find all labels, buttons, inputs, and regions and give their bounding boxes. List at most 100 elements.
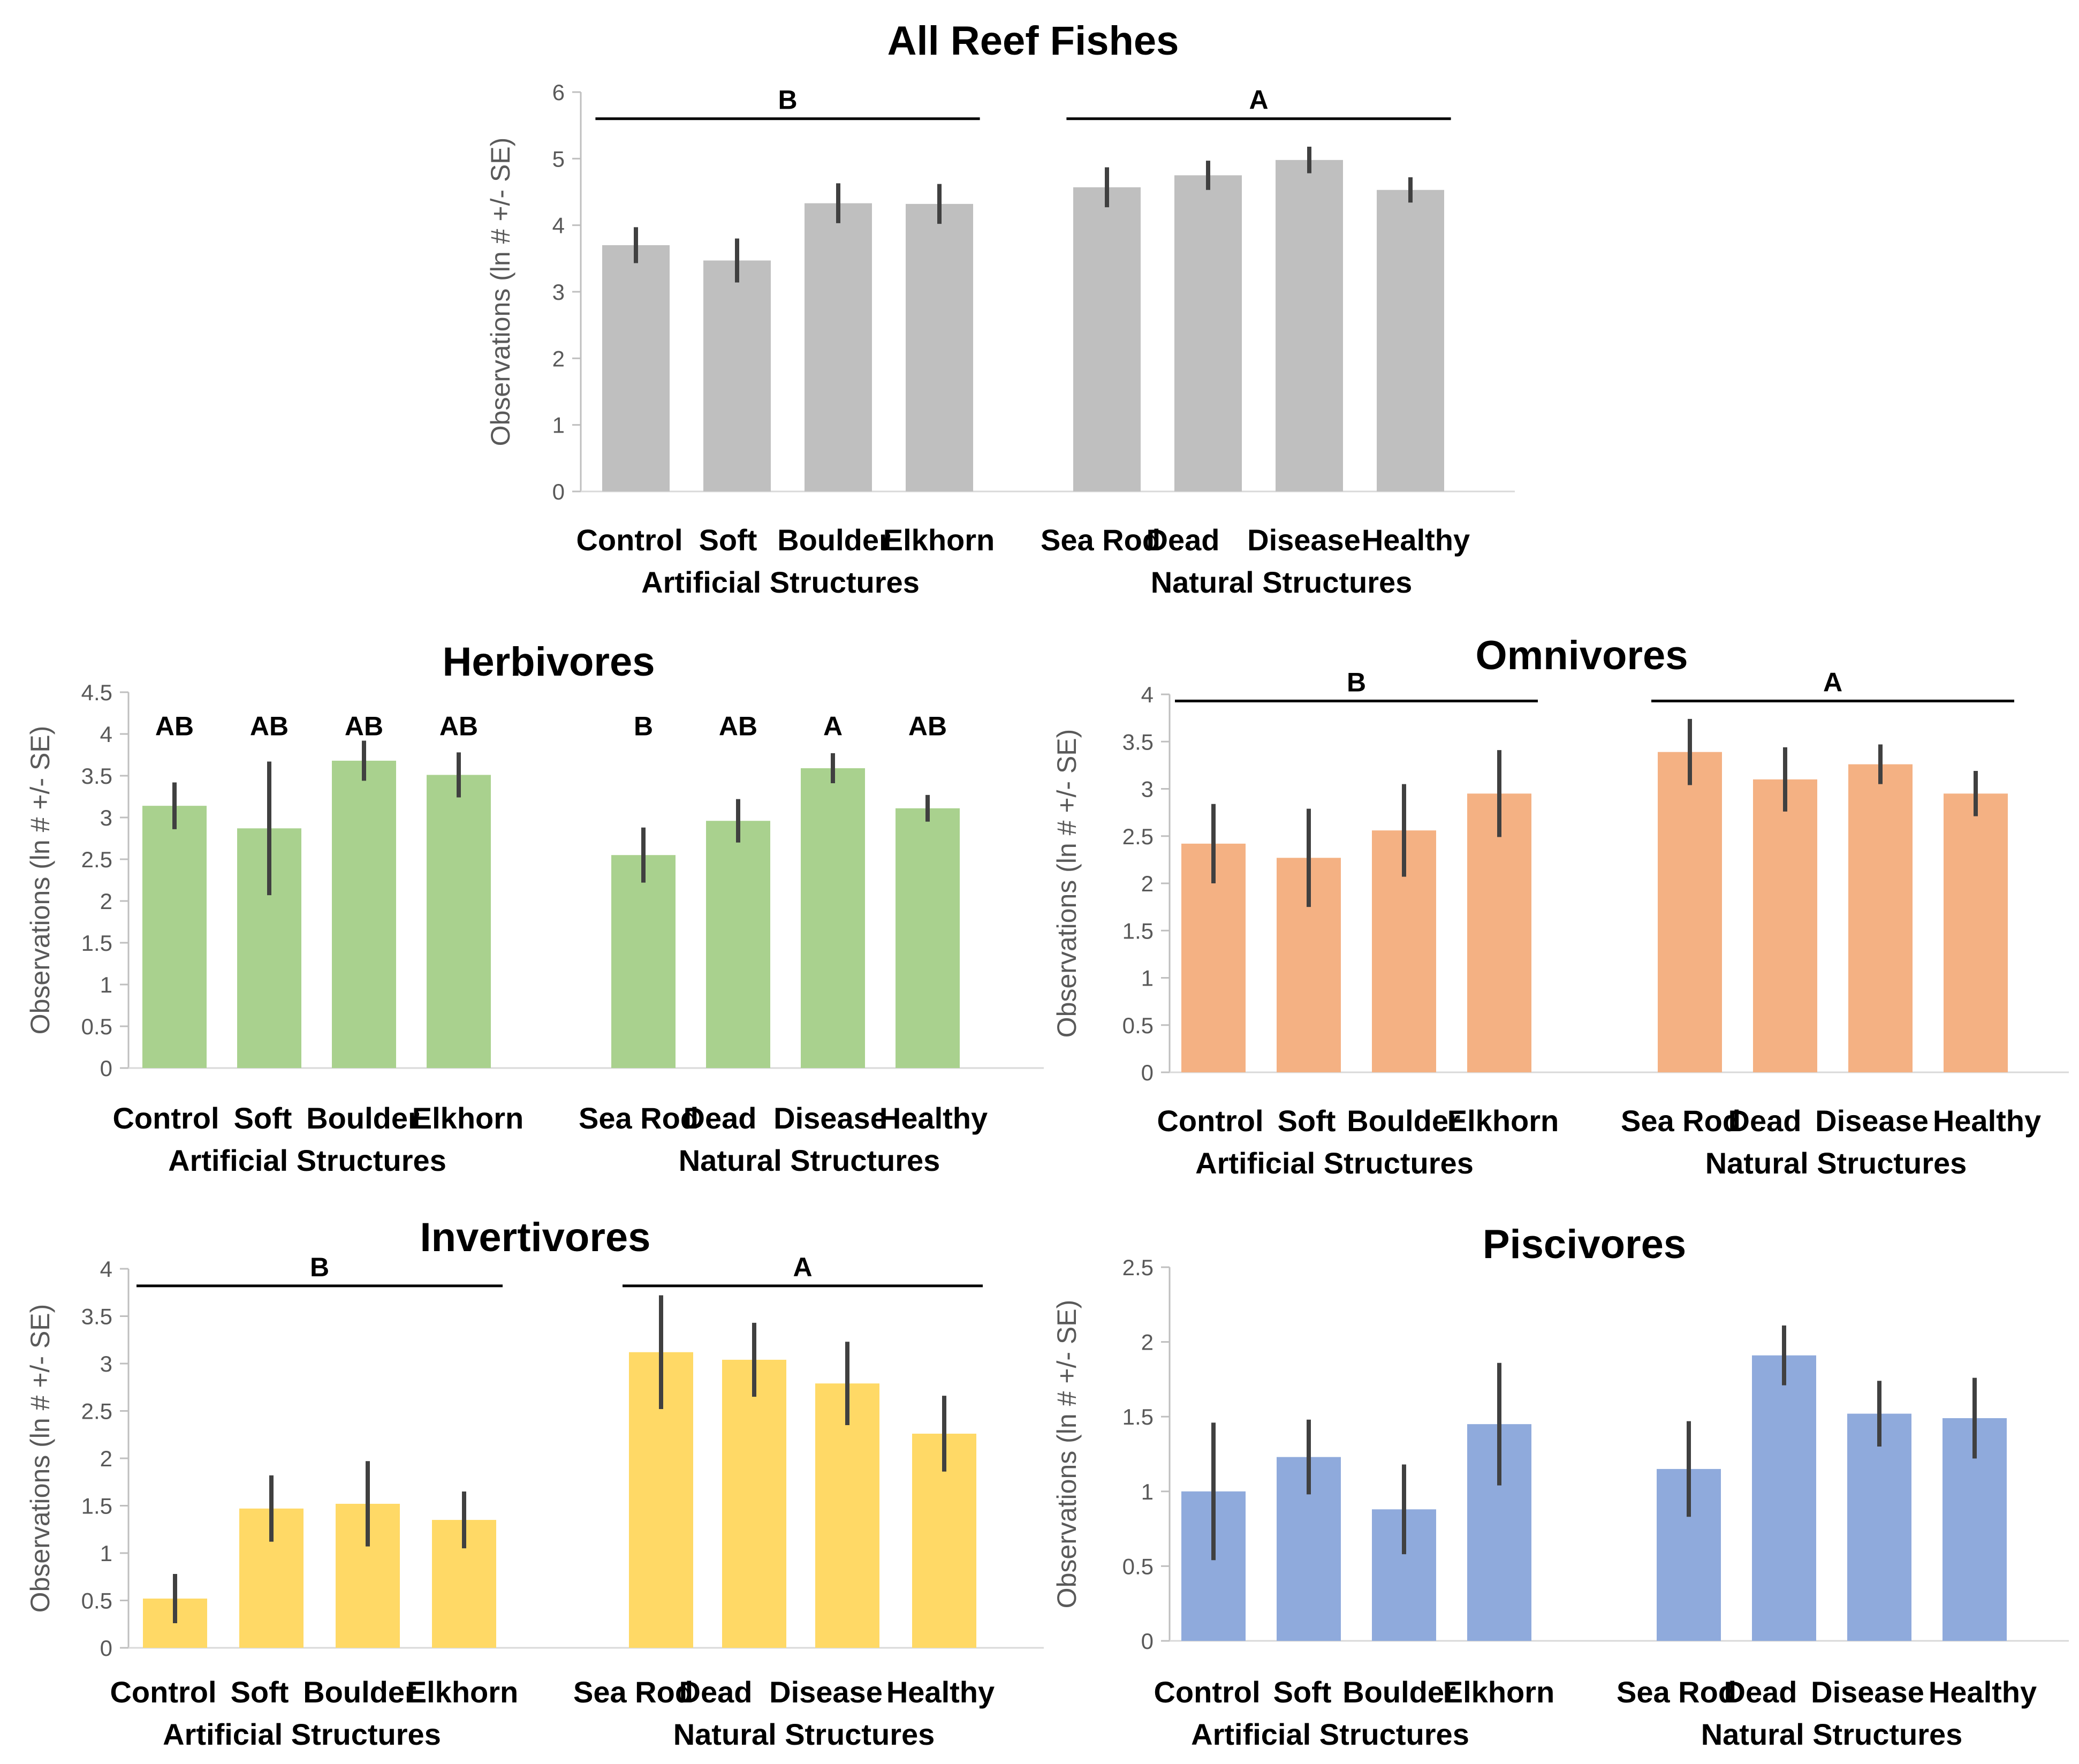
x-category-label: Healthy (886, 1675, 995, 1709)
bar-disease (1848, 764, 1913, 1072)
y-tick-label: 3.5 (81, 1304, 112, 1329)
x-category-label: Dead (679, 1675, 753, 1709)
y-tick-label: 2 (1141, 871, 1154, 896)
bar-sea-rod (611, 855, 676, 1068)
y-tick-label: 6 (552, 80, 565, 105)
x-category-label: Elkhorn (412, 1101, 523, 1135)
bar-healthy (1377, 190, 1444, 491)
y-tick-label: 1.5 (1122, 918, 1154, 943)
y-tick-label: 3 (552, 279, 565, 305)
y-tick-label: 2 (100, 1446, 112, 1471)
x-category-label: Elkhorn (407, 1675, 518, 1709)
chart-title: Invertivores (420, 1215, 651, 1260)
x-category-label: Elkhorn (883, 523, 995, 557)
y-axis-label: Observations (ln # +/- SE) (1052, 1300, 1082, 1609)
bar-healthy (1944, 793, 2008, 1072)
x-category-label: Boulder (303, 1675, 416, 1709)
bar-boulder (805, 203, 872, 491)
y-tick-label: 2 (552, 346, 565, 371)
x-category-label: Healthy (1362, 523, 1470, 557)
significance-letter: A (793, 1252, 812, 1282)
y-tick-label: 4 (100, 1256, 112, 1282)
bar-elkhorn (1467, 793, 1531, 1072)
y-tick-label: 1.5 (1122, 1404, 1154, 1429)
bar-healthy (896, 808, 960, 1068)
y-tick-label: 1 (100, 1541, 112, 1566)
x-group-label: Artificial Structures (1195, 1146, 1474, 1180)
x-category-label: Dead (1147, 523, 1220, 557)
y-tick-label: 0.5 (81, 1014, 112, 1039)
y-axis-label: Observations (ln # +/- SE) (485, 138, 515, 446)
x-category-label: Disease (769, 1675, 883, 1709)
significance-letter: A (823, 711, 843, 741)
significance-letter: AB (155, 711, 194, 741)
y-tick-label: 2.5 (1122, 824, 1154, 849)
bar-disease (815, 1383, 879, 1648)
y-axis-label: Observations (ln # +/- SE) (1052, 729, 1082, 1038)
y-tick-label: 2 (1141, 1330, 1154, 1355)
y-tick-label: 3.5 (1122, 729, 1154, 754)
y-tick-label: 2.5 (1122, 1255, 1154, 1280)
x-category-label: Healthy (1933, 1104, 2041, 1138)
x-category-label: Boulder (1347, 1104, 1460, 1138)
x-group-label: Natural Structures (1151, 565, 1413, 599)
bar-disease (1847, 1413, 1911, 1641)
bar-sea-rod (1658, 752, 1722, 1072)
y-tick-label: 0 (1141, 1629, 1154, 1654)
bar-disease (801, 768, 865, 1068)
x-category-label: Boulder (306, 1101, 420, 1135)
bar-boulder (332, 760, 396, 1068)
y-tick-label: 3.5 (81, 763, 112, 789)
y-tick-label: 2.5 (81, 1399, 112, 1424)
x-category-label: Disease (773, 1101, 887, 1135)
x-category-label: Soft (234, 1101, 292, 1135)
chart-panel-1: All Reef Fishes 0 1 2 3 4 5 6 Observations (ln #… (485, 18, 1515, 599)
y-tick-label: 3 (100, 805, 112, 830)
y-tick-label: 0.5 (81, 1588, 112, 1614)
y-tick-label: 0 (100, 1636, 112, 1661)
x-group-label: Natural Structures (1705, 1146, 1967, 1180)
y-tick-label: 0.5 (1122, 1013, 1154, 1038)
x-group-label: Artificial Structures (168, 1144, 446, 1177)
significance-letter: AB (908, 711, 947, 741)
y-tick-label: 1 (1141, 966, 1154, 991)
x-category-label: Control (576, 523, 682, 557)
x-group-label: Artificial Structures (641, 565, 920, 599)
y-tick-label: 4 (1141, 682, 1154, 707)
x-group-label: Artificial Structures (1191, 1717, 1469, 1751)
y-tick-label: 1 (1141, 1479, 1154, 1504)
bar-soft (703, 260, 771, 491)
bar-dead (1753, 779, 1817, 1072)
significance-letter: A (1823, 667, 1842, 697)
x-category-label: Disease (1247, 523, 1361, 557)
bar-control (142, 806, 207, 1068)
x-category-label: Disease (1815, 1104, 1929, 1138)
bar-disease (1276, 160, 1343, 491)
x-category-label: Control (110, 1675, 216, 1709)
bar-dead (1752, 1355, 1816, 1641)
x-group-label: Natural Structures (673, 1717, 935, 1751)
y-tick-label: 4.5 (81, 680, 112, 705)
significance-letter: B (778, 85, 797, 115)
y-tick-label: 3 (100, 1351, 112, 1376)
significance-letter: B (310, 1252, 329, 1282)
chart-title: Omnivores (1475, 633, 1688, 678)
x-category-label: Sea Rod (1041, 523, 1160, 557)
x-category-label: Healthy (879, 1101, 988, 1135)
chart-panel-4: Invertivores 0 0.5 1 1.5 2 2.5 3 3.5 4 Observation… (25, 1215, 1044, 1751)
bar-elkhorn (906, 203, 973, 491)
y-tick-label: 1 (100, 972, 112, 997)
x-group-label: Natural Structures (1701, 1717, 1963, 1751)
y-tick-label: 4 (100, 722, 112, 747)
chart-panel-3: Omnivores 0 0.5 1 1.5 2 2.5 3 3.5 4 Observations (… (1052, 633, 2069, 1180)
y-tick-label: 0.5 (1122, 1554, 1154, 1579)
x-category-label: Sea Rod (1621, 1104, 1741, 1138)
x-category-label: Soft (1278, 1104, 1336, 1138)
chart-panel-5: Piscivores 0 0.5 1 1.5 2 2.5 Observations (ln #… (1052, 1222, 2069, 1751)
significance-letter: B (1347, 667, 1366, 697)
significance-letter: AB (250, 711, 289, 741)
y-tick-label: 1 (552, 413, 565, 438)
x-group-label: Artificial Structures (163, 1717, 441, 1751)
x-category-label: Soft (1273, 1675, 1332, 1709)
